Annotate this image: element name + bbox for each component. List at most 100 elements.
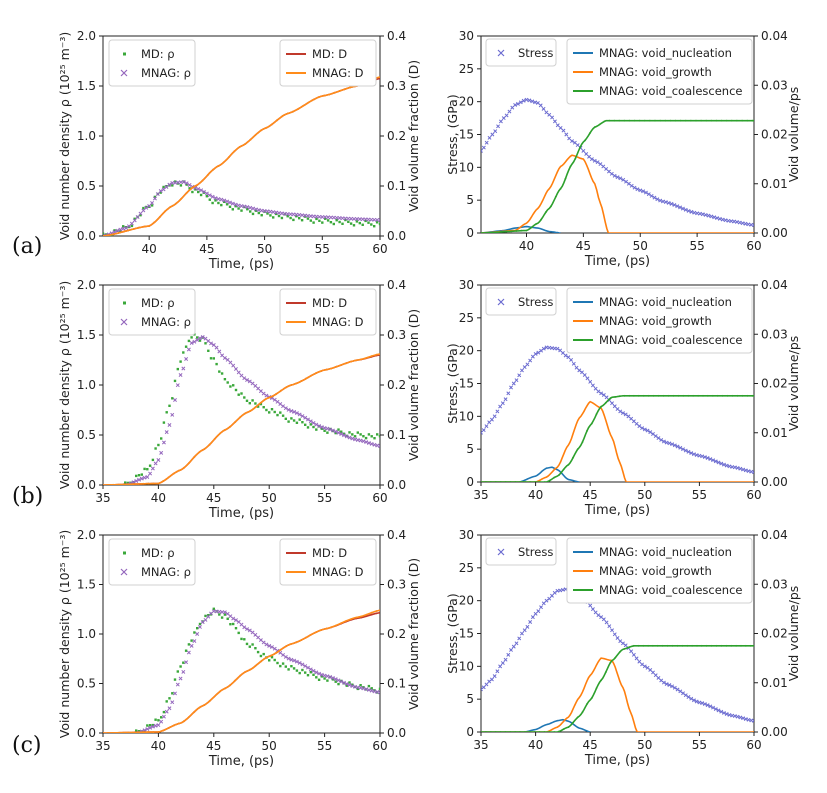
series-point xyxy=(550,205,552,208)
y2-tick-label: 0.4 xyxy=(387,29,406,43)
data-point xyxy=(274,212,278,216)
series-point xyxy=(671,644,674,647)
data-point xyxy=(248,645,251,648)
series-point xyxy=(514,481,517,482)
y2-tick-label: 0.03 xyxy=(761,577,788,591)
data-point xyxy=(195,632,200,636)
data-point xyxy=(215,362,218,366)
data-point xyxy=(328,675,333,679)
series-point xyxy=(545,211,547,213)
series-point xyxy=(710,119,713,122)
series-point xyxy=(499,731,502,732)
data-point xyxy=(735,466,740,470)
data-point xyxy=(204,614,207,618)
data-point xyxy=(234,367,238,371)
x-tick-label: 60 xyxy=(372,739,387,753)
data-point xyxy=(558,588,563,593)
data-point xyxy=(563,353,568,358)
series-point xyxy=(672,394,675,397)
data-point xyxy=(481,685,486,690)
data-point xyxy=(637,659,642,664)
legend-item-mnag: MNAG: ρ xyxy=(120,565,191,579)
series-point xyxy=(574,157,577,160)
data-point xyxy=(580,370,584,375)
data-point xyxy=(664,440,669,445)
series-point xyxy=(614,656,617,659)
data-point xyxy=(341,222,344,225)
data-point xyxy=(590,383,595,388)
series-point xyxy=(548,479,551,482)
series-point xyxy=(544,481,546,482)
series-point xyxy=(707,394,709,397)
data-point xyxy=(167,182,172,187)
data-point xyxy=(678,205,683,210)
data-point xyxy=(168,404,171,407)
series-point xyxy=(137,731,140,733)
data-point xyxy=(550,115,555,120)
data-point xyxy=(233,202,238,207)
data-point xyxy=(289,657,294,662)
y-axis-label: Stress, (GPa) xyxy=(445,343,460,423)
series-point xyxy=(572,456,574,459)
data-point xyxy=(560,587,565,592)
legend-item-mnag-d: MNAG: D xyxy=(286,66,364,80)
data-point xyxy=(294,659,299,664)
data-point xyxy=(670,684,675,689)
series-point xyxy=(132,483,135,485)
data-point xyxy=(198,339,202,342)
y2-axis-label: Void volume fraction (D) xyxy=(406,309,421,461)
data-point xyxy=(686,208,691,213)
y2-tick-label: 0.4 xyxy=(387,278,406,292)
data-point xyxy=(592,158,597,163)
legend-item-md: MD: ρ xyxy=(123,546,175,560)
series-point xyxy=(330,626,333,629)
y-tick-label: 0 xyxy=(466,226,474,240)
series-point xyxy=(338,90,341,92)
data-point xyxy=(225,199,230,204)
data-point xyxy=(359,433,362,436)
series-point xyxy=(270,123,273,126)
legend-frame xyxy=(485,38,557,67)
series-point xyxy=(224,429,226,431)
data-point xyxy=(332,222,335,226)
data-point xyxy=(626,181,631,186)
series-point xyxy=(312,98,315,101)
data-point xyxy=(376,433,379,436)
data-point xyxy=(692,210,697,215)
data-point xyxy=(127,224,131,229)
series-point xyxy=(234,679,237,682)
x-tick-label: 50 xyxy=(637,738,652,752)
series-point xyxy=(686,644,689,647)
data-point xyxy=(370,223,373,226)
data-point xyxy=(552,119,557,124)
legend-frame xyxy=(108,538,196,586)
data-point xyxy=(189,643,194,648)
series-mnag xyxy=(123,335,380,485)
legend-item-md: MD: ρ xyxy=(123,296,175,310)
data-point xyxy=(344,681,349,686)
data-point xyxy=(504,113,509,118)
data-point xyxy=(240,209,243,212)
data-point xyxy=(752,718,754,723)
data-point xyxy=(245,399,249,402)
data-point xyxy=(279,211,284,216)
series-point xyxy=(637,394,640,397)
series-point xyxy=(228,156,231,158)
data-point xyxy=(148,464,152,467)
data-point xyxy=(317,671,322,676)
series-point xyxy=(662,394,665,397)
series-point xyxy=(355,359,358,362)
data-point xyxy=(496,124,501,129)
series-point xyxy=(603,120,606,123)
data-point xyxy=(222,610,227,615)
series-point xyxy=(238,146,241,148)
data-point xyxy=(541,346,546,351)
data-point xyxy=(356,431,359,434)
data-point xyxy=(196,627,199,630)
series-point xyxy=(751,394,754,397)
series-point xyxy=(657,394,660,397)
data-point xyxy=(702,702,707,706)
data-point xyxy=(153,723,158,728)
series-point xyxy=(164,210,167,213)
